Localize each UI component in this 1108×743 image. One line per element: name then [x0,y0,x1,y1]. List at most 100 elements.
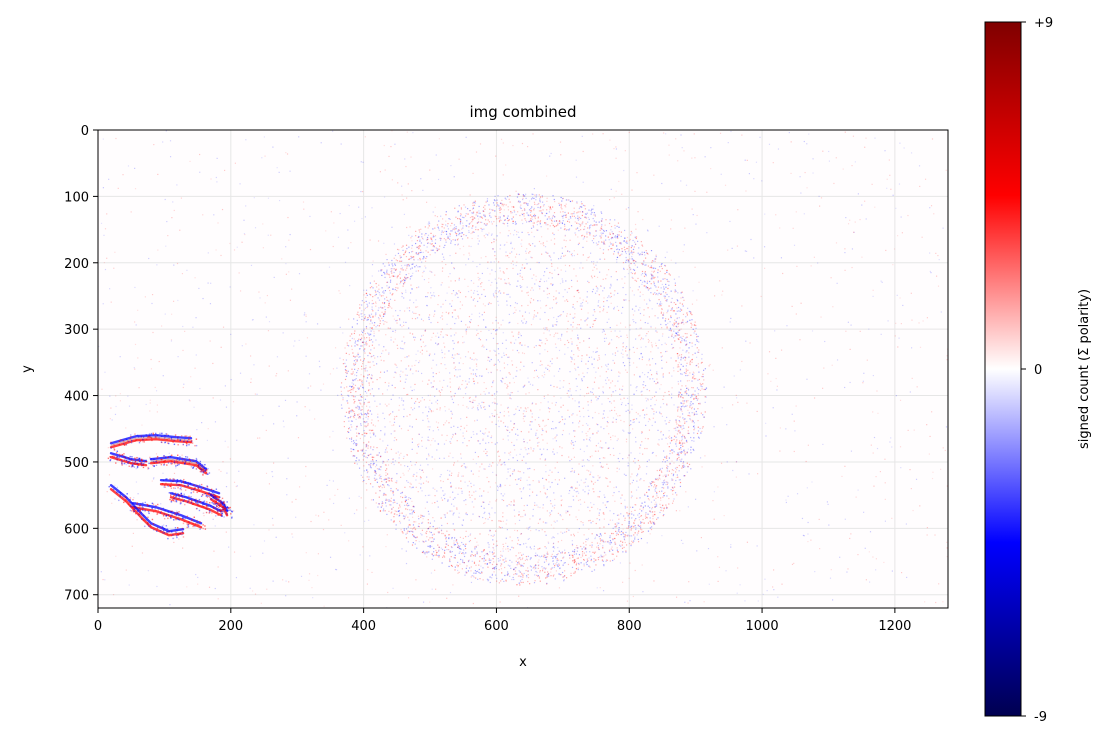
event-pixel [632,460,635,462]
event-pixel [441,231,443,234]
event-pixel [329,498,331,500]
event-pixel [317,515,320,517]
event-pixel [334,568,337,571]
event-pixel [378,292,380,294]
event-pixel [577,337,579,339]
event-pixel [177,356,179,358]
event-pixel [681,147,683,149]
event-pixel [592,224,594,227]
event-pixel [395,439,398,441]
event-pixel [541,195,543,197]
event-pixel [115,405,117,408]
event-pixel [363,520,366,522]
event-pixel [441,318,444,320]
event-pixel [586,212,588,214]
event-pixel [621,494,623,496]
event-pixel [379,438,381,440]
event-pixel [596,350,598,353]
event-pixel [310,520,312,523]
event-pixel [836,359,839,361]
event-pixel [170,340,173,342]
event-pixel [441,389,443,391]
event-pixel [639,291,641,293]
event-pixel [612,527,614,529]
event-pixel [530,566,533,568]
event-pixel [476,433,478,435]
event-pixel [666,416,668,419]
event-pixel [580,327,582,329]
event-pixel [528,312,530,314]
event-pixel [494,409,496,411]
event-pixel [531,277,533,280]
event-pixel [473,576,475,579]
event-pixel [138,387,140,389]
event-pixel [380,359,382,361]
event-pixel [612,435,614,437]
event-pixel [503,493,506,495]
event-pixel [497,359,499,361]
event-pixel [534,568,536,570]
event-pixel [525,408,527,410]
event-pixel [498,205,500,207]
event-pixel [366,343,368,345]
event-pixel [407,465,409,468]
event-pixel [415,579,417,581]
event-pixel [753,257,755,259]
event-pixel [495,155,497,157]
event-pixel [407,505,409,507]
event-pixel [398,409,400,411]
event-pixel [363,402,365,404]
event-pixel [487,356,489,358]
event-pixel [850,533,852,535]
event-pixel [342,332,344,334]
event-pixel [648,360,650,362]
event-pixel [495,290,497,292]
event-pixel [488,302,490,304]
event-pixel [463,562,465,564]
event-pixel [386,451,388,453]
event-pixel [519,471,521,473]
event-pixel [490,435,493,437]
event-pixel [545,430,547,432]
event-pixel [656,469,658,472]
event-pixel [225,406,228,408]
event-pixel [149,399,151,401]
event-pixel [114,484,116,486]
event-pixel [444,353,446,355]
event-pixel [568,287,570,290]
event-pixel [503,362,505,364]
event-pixel [571,440,573,442]
event-pixel [420,242,423,244]
event-pixel [521,554,523,556]
event-pixel [527,484,529,486]
event-pixel [386,460,388,462]
event-pixel [649,364,651,366]
event-pixel [653,277,655,279]
event-pixel [553,295,555,298]
event-pixel [612,494,614,497]
event-pixel [420,318,423,320]
event-pixel [594,450,596,452]
event-pixel [468,540,471,543]
event-pixel [385,334,387,336]
event-pixel [410,284,412,286]
event-pixel [511,473,514,475]
event-pixel [454,569,456,571]
event-pixel [506,387,508,389]
event-pixel [267,197,270,199]
event-pixel [810,539,812,541]
event-pixel [400,452,402,454]
event-pixel [463,463,465,465]
event-pixel [686,380,689,382]
event-pixel [275,536,277,538]
event-pixel [367,401,369,404]
event-pixel [609,387,611,389]
event-pixel [630,476,632,478]
event-pixel [362,190,364,193]
event-pixel [523,487,525,489]
event-pixel [669,452,671,455]
event-pixel [560,397,562,399]
event-pixel [620,502,622,505]
event-pixel [639,415,641,417]
event-pixel [569,313,571,315]
